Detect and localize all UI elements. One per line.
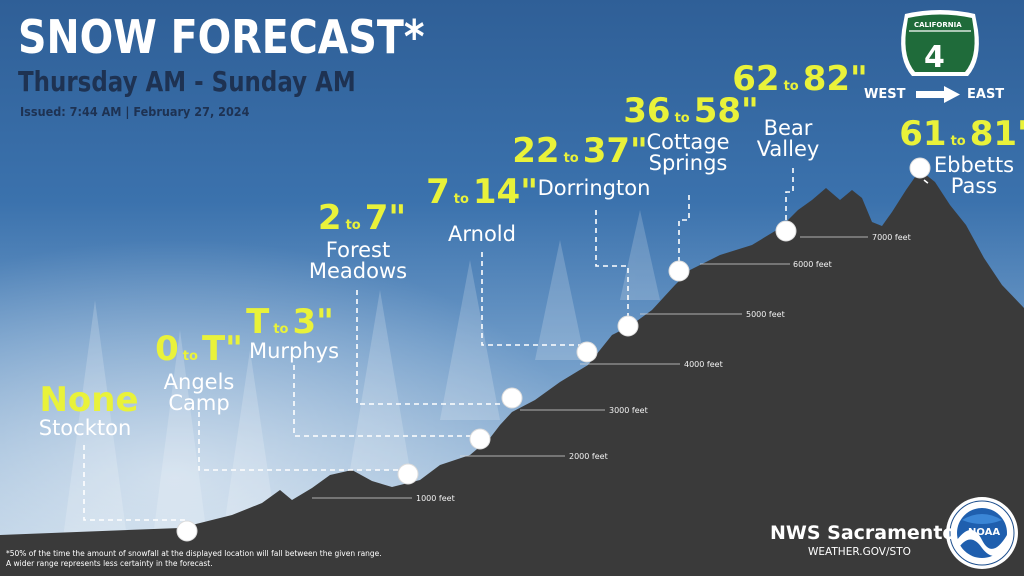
- shield-route-number: 4: [924, 40, 945, 75]
- location-ebbetts-pass: Ebbetts Pass: [934, 155, 1014, 197]
- location-name: Cottage: [646, 130, 730, 154]
- location-murphys: Murphys: [249, 341, 339, 362]
- location-name: Bear: [763, 116, 813, 140]
- issued-time: Issued: 7:44 AM | February 27, 2024: [20, 104, 250, 119]
- location-name: Angels: [163, 370, 235, 394]
- forecast-low: 61: [899, 114, 947, 154]
- location-stockton: Stockton: [39, 418, 132, 439]
- forecast-high: 58": [693, 91, 759, 131]
- marker-murphys: [469, 428, 491, 450]
- forecast-high: 82": [802, 59, 868, 99]
- marker-stockton: [176, 520, 198, 542]
- elevation-lines: [312, 236, 868, 499]
- marker-ebbetts-pass: [909, 157, 931, 179]
- forecast-to: to: [674, 111, 690, 126]
- location-arnold: Arnold: [448, 224, 516, 245]
- location-name: Murphys: [248, 339, 340, 363]
- direction-east: EAST: [967, 87, 1005, 102]
- forecast-low: None: [39, 380, 139, 420]
- east-arrow-icon: [916, 86, 960, 103]
- elevation-label: 4000 feet: [684, 360, 723, 369]
- marker-dorrington: [617, 315, 639, 337]
- forecast-period: Thursday AM - Sunday AM: [18, 65, 356, 98]
- elevation-label: 2000 feet: [569, 452, 608, 461]
- location-cottage-springs: Cottage Springs: [646, 132, 729, 174]
- tree-silhouettes: [60, 210, 660, 560]
- forecast-low: 2: [317, 198, 342, 238]
- forecast-to: to: [345, 218, 361, 233]
- noaa-logo-text: NOAA: [968, 527, 1001, 538]
- forecast-low: 0: [155, 329, 179, 369]
- marker-cottage-springs: [668, 260, 690, 282]
- forecast-to: to: [182, 349, 198, 364]
- footnote-line2: A wider range represents less certainty …: [6, 558, 213, 568]
- forecast-stockton: None: [39, 383, 138, 417]
- forecast-angels-camp: 0 to T": [155, 332, 243, 366]
- elevation-label: 6000 feet: [793, 260, 832, 269]
- location-name-line2: Valley: [756, 137, 820, 161]
- marker-forest-meadows: [501, 387, 523, 409]
- location-name: Stockton: [38, 416, 132, 440]
- location-name: Dorrington: [537, 176, 651, 200]
- location-dorrington: Dorrington: [538, 178, 651, 199]
- forecast-to: to: [950, 134, 966, 149]
- elevation-label: 5000 feet: [746, 310, 785, 319]
- forecast-high: T": [201, 329, 243, 369]
- elevation-label: 7000 feet: [872, 233, 911, 242]
- location-name-line2: Camp: [168, 391, 230, 415]
- location-markers: [176, 157, 931, 542]
- location-name-line2: Pass: [950, 174, 998, 198]
- forecast-forest-meadows: 2 to 7": [318, 201, 406, 235]
- forecast-high: 81": [969, 114, 1024, 154]
- office-name: NWS Sacramento: [770, 522, 956, 544]
- location-name: Ebbetts: [933, 153, 1015, 177]
- elevation-label: 3000 feet: [609, 406, 648, 415]
- forecast-high: 7": [364, 198, 407, 238]
- forecast-low: 22: [512, 131, 560, 171]
- location-bear-valley: Bear Valley: [757, 118, 820, 160]
- forecast-dorrington: 22 to 37": [512, 134, 648, 168]
- forecast-low: T: [246, 302, 270, 342]
- location-name: Arnold: [448, 222, 516, 246]
- location-forest-meadows: Forest Meadows: [309, 240, 407, 282]
- page-title: SNOW FORECAST*: [18, 10, 425, 64]
- forecast-low: 36: [623, 91, 671, 131]
- forecast-high: 37": [582, 131, 648, 171]
- noaa-logo-icon: [946, 497, 1018, 569]
- forecast-cottage-springs: 36 to 58": [623, 94, 759, 128]
- footnote: *50% of the time the amount of snowfall …: [6, 549, 446, 569]
- forecast-to: to: [453, 192, 469, 207]
- location-angels-camp: Angels Camp: [164, 372, 235, 414]
- marker-bear-valley: [775, 220, 797, 242]
- forecast-high: 14": [472, 172, 538, 212]
- leader-lines: [83, 168, 930, 521]
- forecast-arnold: 7 to 14": [426, 175, 538, 209]
- footnote-line1: *50% of the time the amount of snowfall …: [6, 549, 382, 558]
- marker-angels-camp: [397, 463, 419, 485]
- forecast-low: 7: [426, 172, 450, 212]
- shield-state-label: CALIFORNIA: [914, 21, 962, 29]
- forecast-low: 62: [732, 59, 780, 99]
- mountain-silhouette: [0, 170, 1024, 576]
- office-url: WEATHER.GOV/STO: [808, 546, 911, 558]
- forecast-high: 3": [292, 302, 334, 342]
- location-name-line2: Springs: [648, 151, 728, 175]
- elevation-label: 1000 feet: [416, 494, 455, 503]
- forecast-to: to: [563, 151, 579, 166]
- forecast-to: to: [783, 79, 799, 94]
- location-name: Forest: [325, 238, 391, 262]
- highway-shield-icon: [901, 10, 979, 76]
- forecast-to: to: [273, 322, 289, 337]
- marker-arnold: [576, 341, 598, 363]
- direction-west: WEST: [864, 87, 906, 102]
- location-name-line2: Meadows: [308, 259, 408, 283]
- forecast-bear-valley: 62 to 82": [732, 62, 868, 96]
